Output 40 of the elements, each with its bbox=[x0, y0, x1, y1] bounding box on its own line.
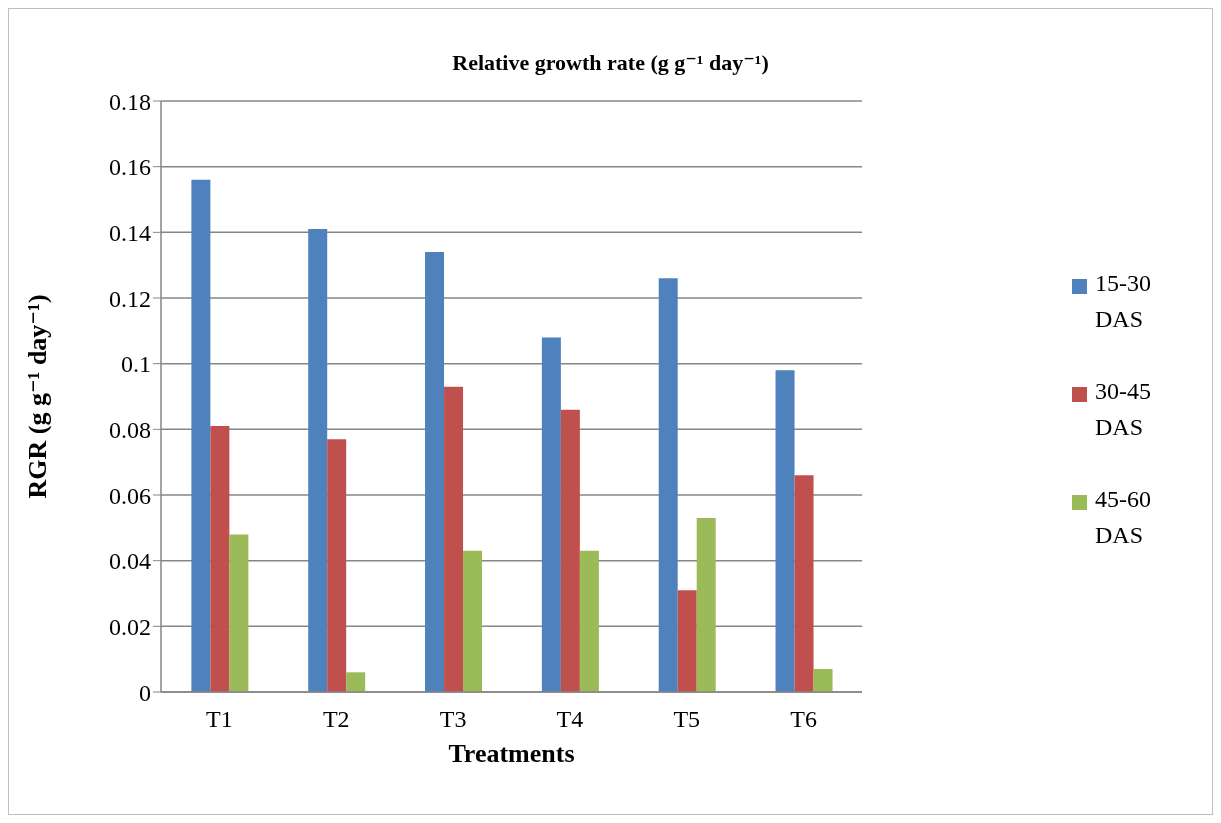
legend-label: 45-60 DAS bbox=[1095, 484, 1152, 550]
x-tick-label: T3 bbox=[439, 706, 467, 733]
bar bbox=[658, 278, 678, 692]
y-tick-label: 0.12 bbox=[109, 285, 151, 312]
bar bbox=[346, 672, 366, 692]
bar bbox=[210, 426, 230, 692]
x-axis-title: Treatments bbox=[448, 739, 575, 768]
y-tick-label: 0.08 bbox=[109, 416, 151, 443]
x-tick-label: T2 bbox=[322, 706, 350, 733]
bar bbox=[308, 229, 328, 692]
bar bbox=[677, 590, 697, 692]
bar bbox=[327, 439, 347, 692]
y-tick-label: 0.04 bbox=[109, 548, 151, 575]
y-axis-title: RGR (g g⁻¹ day⁻¹) bbox=[23, 294, 53, 499]
y-tick-label: 0.02 bbox=[109, 613, 151, 640]
bar bbox=[813, 669, 833, 692]
bar bbox=[191, 179, 211, 692]
bar bbox=[463, 550, 483, 692]
bar bbox=[775, 370, 795, 692]
chart-title: Relative growth rate (g g⁻¹ day⁻¹) bbox=[451, 49, 770, 76]
bar bbox=[541, 337, 561, 692]
bar bbox=[579, 550, 599, 692]
legend-label: 30-45 DAS bbox=[1095, 376, 1152, 442]
y-tick-label: 0.16 bbox=[109, 154, 151, 181]
bar bbox=[560, 409, 580, 692]
x-tick-label: T1 bbox=[206, 706, 233, 733]
x-tick-label: T5 bbox=[673, 706, 701, 733]
bar bbox=[444, 386, 464, 692]
bar bbox=[425, 252, 445, 692]
bar bbox=[229, 534, 249, 692]
bar bbox=[696, 517, 716, 692]
x-tick-label: T4 bbox=[556, 706, 584, 733]
y-tick-label: 0.06 bbox=[109, 482, 151, 509]
y-tick-label: 0.18 bbox=[109, 88, 151, 115]
y-tick-label: 0 bbox=[139, 679, 151, 706]
y-tick-label: 0.1 bbox=[121, 351, 151, 378]
legend-label: 15-30 DAS bbox=[1095, 268, 1152, 334]
bar bbox=[794, 475, 814, 692]
y-tick-label: 0.14 bbox=[109, 219, 151, 246]
x-tick-label: T6 bbox=[790, 706, 817, 733]
